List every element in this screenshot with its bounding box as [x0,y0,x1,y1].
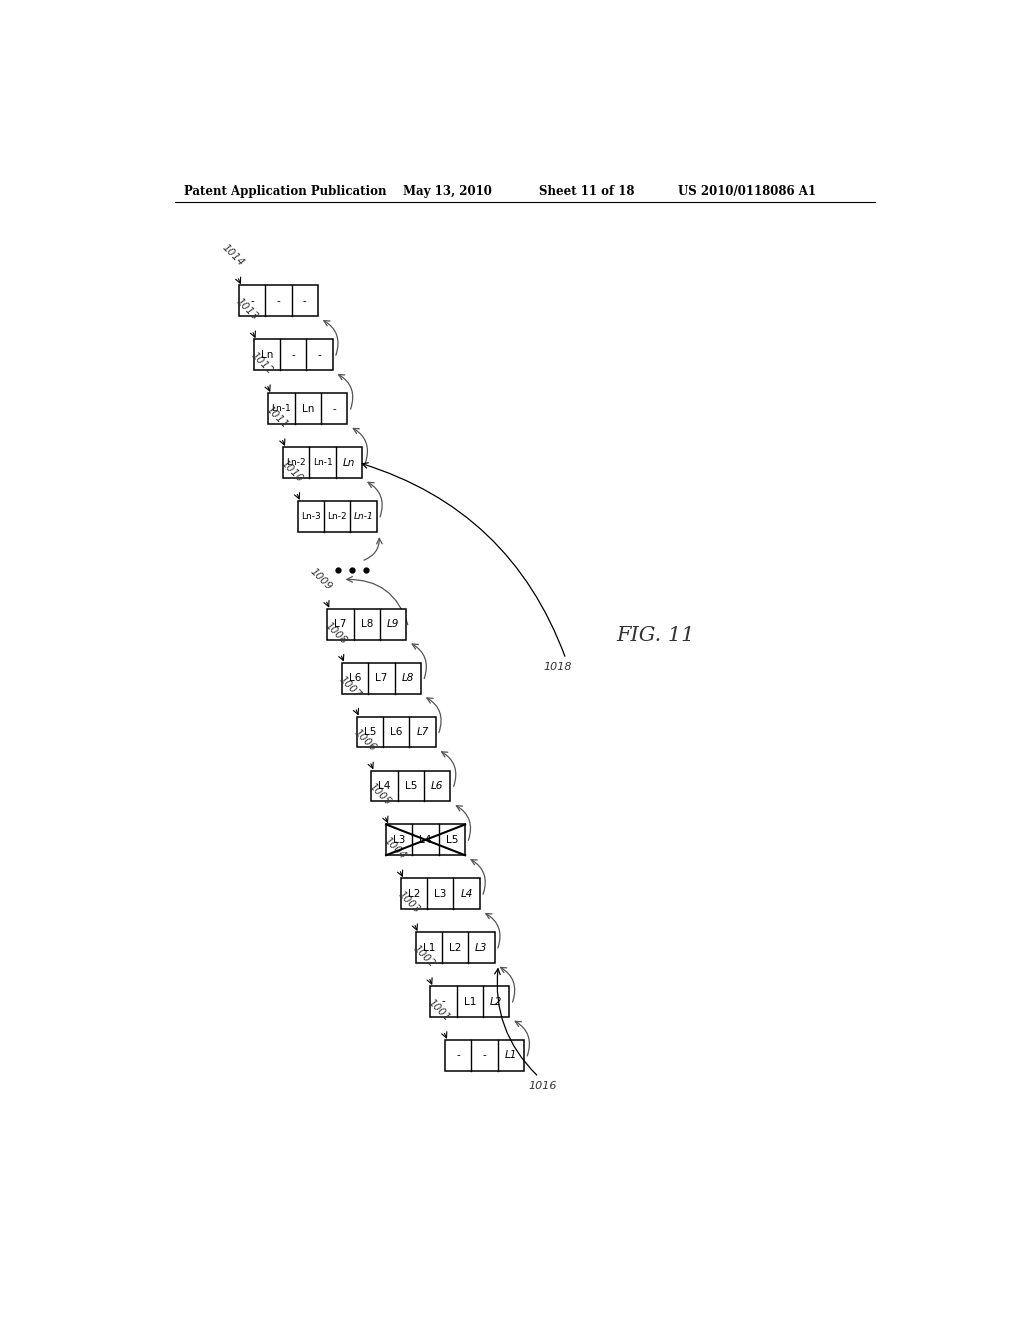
Text: -: - [441,997,445,1007]
Bar [254,339,333,370]
Text: L4: L4 [378,781,391,791]
Bar [328,609,407,640]
Bar [268,393,347,424]
Text: 1002: 1002 [412,944,437,969]
Text: 1010: 1010 [279,458,304,484]
Text: 1006: 1006 [352,727,378,754]
Text: -: - [303,296,306,306]
Bar [239,285,317,317]
Bar [298,502,377,532]
Text: US 2010/0118086 A1: US 2010/0118086 A1 [678,185,816,198]
Text: 1009: 1009 [308,566,334,591]
Text: 1016: 1016 [528,1081,557,1092]
Text: L6: L6 [349,673,361,684]
Text: -: - [276,296,281,306]
Text: Ln: Ln [343,458,355,467]
Text: L1: L1 [423,942,435,953]
Text: 1014: 1014 [220,243,246,268]
Text: L2: L2 [408,888,420,899]
Text: L5: L5 [364,727,376,737]
Text: L7: L7 [334,619,346,630]
Bar [416,932,495,964]
Text: L6: L6 [390,727,402,737]
Text: -: - [457,1051,460,1060]
Text: 1018: 1018 [544,661,572,672]
Bar [283,447,362,478]
Text: L1: L1 [464,997,476,1007]
Text: Patent Application Publication: Patent Application Publication [183,185,386,198]
Text: Sheet 11 of 18: Sheet 11 of 18 [539,185,634,198]
Text: L1: L1 [505,1051,517,1060]
Text: Ln-3: Ln-3 [301,512,321,521]
Text: L4: L4 [461,888,473,899]
Text: 1007: 1007 [338,675,364,700]
Text: Ln-1: Ln-1 [312,458,333,467]
Text: L3: L3 [475,942,487,953]
Text: L5: L5 [445,834,458,845]
Text: 1001: 1001 [426,998,452,1023]
Text: L3: L3 [393,834,406,845]
Text: L5: L5 [404,781,417,791]
Text: Ln-1: Ln-1 [271,404,291,413]
Text: FIG. 11: FIG. 11 [615,626,694,645]
Text: L8: L8 [360,619,373,630]
Bar [342,663,421,693]
Text: 1011: 1011 [264,404,290,430]
Text: Ln: Ln [260,350,273,360]
Text: 1012: 1012 [249,351,275,376]
Text: L6: L6 [431,781,443,791]
Text: -: - [317,350,322,360]
Text: May 13, 2010: May 13, 2010 [403,185,492,198]
Text: 1013: 1013 [234,297,260,322]
Bar [430,986,509,1016]
Text: 1008: 1008 [323,620,348,645]
Text: L7: L7 [375,673,388,684]
Text: -: - [332,404,336,413]
Text: -: - [291,350,295,360]
Text: L9: L9 [387,619,399,630]
Text: Ln-2: Ln-2 [287,458,306,467]
Text: Ln-1: Ln-1 [353,512,374,521]
Text: -: - [250,296,254,306]
Text: -: - [482,1051,486,1060]
Text: 1005: 1005 [367,781,393,808]
Text: L2: L2 [449,942,461,953]
Text: Ln: Ln [302,404,314,413]
Text: L4: L4 [420,834,432,845]
Bar [400,878,480,909]
Text: 1003: 1003 [396,890,422,915]
Text: L3: L3 [434,888,446,899]
Text: Ln-2: Ln-2 [328,512,347,521]
Bar [386,825,465,855]
Bar [372,771,451,801]
Bar [445,1040,524,1071]
Text: L2: L2 [489,997,503,1007]
Bar [356,717,435,747]
Text: L8: L8 [401,673,414,684]
Text: L7: L7 [417,727,429,737]
Text: 1004: 1004 [382,836,408,862]
